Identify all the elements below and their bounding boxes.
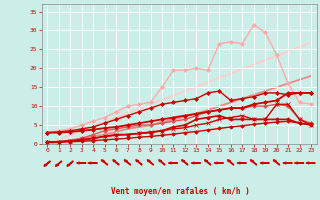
Text: Vent moyen/en rafales ( km/h ): Vent moyen/en rafales ( km/h ) (111, 187, 250, 196)
